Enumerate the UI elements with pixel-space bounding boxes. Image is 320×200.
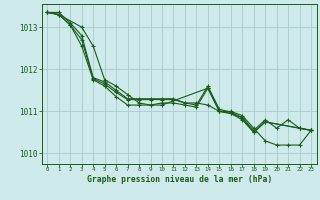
X-axis label: Graphe pression niveau de la mer (hPa): Graphe pression niveau de la mer (hPa) (87, 175, 272, 184)
